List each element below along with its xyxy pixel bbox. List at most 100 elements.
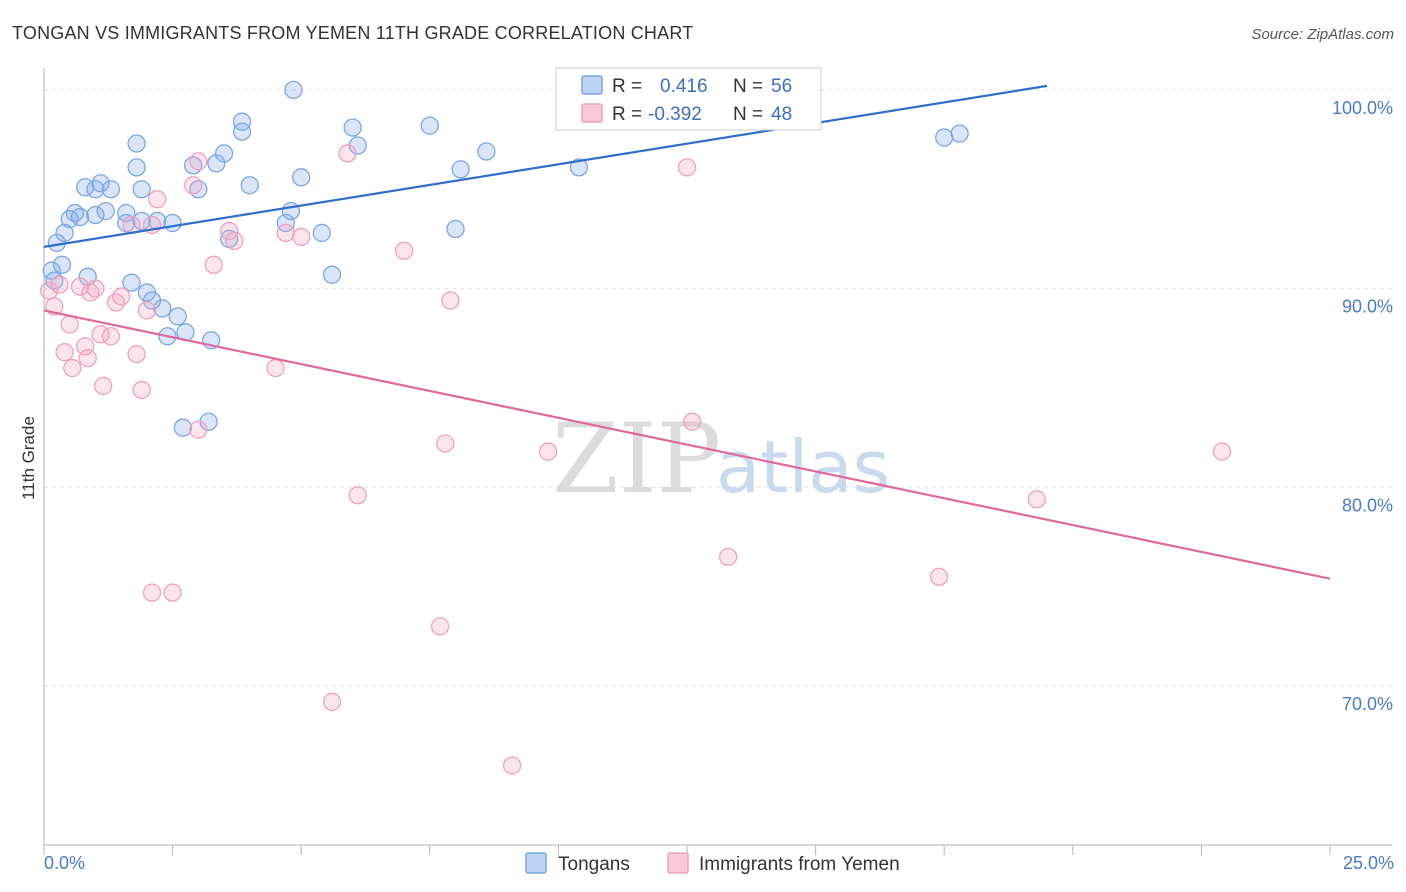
yemen-point <box>94 376 113 396</box>
yemen-point <box>322 692 342 712</box>
series-legend: Tongans Immigrants from Yemen <box>525 852 900 875</box>
yemen-point <box>63 358 82 378</box>
tongans-point <box>173 418 193 437</box>
tongans-point <box>950 124 969 143</box>
yemen-r-value: -0.392 <box>648 104 702 125</box>
y-tick-labels: 70.0% 80.0% 90.0% 100.0% <box>1332 98 1393 714</box>
yemen-point <box>436 434 455 453</box>
yemen-point <box>189 420 208 439</box>
yemen-point <box>132 380 151 400</box>
yemen-point <box>142 583 162 602</box>
tongans-point <box>96 201 115 221</box>
tongans-point <box>132 180 151 199</box>
tongans-point <box>122 273 141 292</box>
yemen-point <box>60 315 79 334</box>
tongans-point <box>132 211 151 231</box>
tongans-point <box>127 134 146 153</box>
yemen-point <box>502 756 522 775</box>
tongans-point <box>569 158 589 177</box>
tongans-point <box>86 205 105 225</box>
watermark: ZIP atlas <box>552 403 890 515</box>
tongans-point <box>420 116 439 135</box>
yemen-point <box>441 291 460 310</box>
x-tick-label-min: 0.0% <box>44 853 85 873</box>
yemen-point <box>86 279 105 298</box>
yemen-point <box>929 567 949 586</box>
legend-tongans-label: Tongans <box>558 854 630 875</box>
y-axis-label: 11th Grade <box>19 416 38 500</box>
legend-yemen-label: Immigrants from Yemen <box>699 854 900 875</box>
yemen-n-value: 48 <box>771 104 792 125</box>
tongans-point <box>284 80 303 100</box>
yemen-n-label: N = <box>733 104 763 125</box>
yemen-point <box>292 227 311 247</box>
yemen-point <box>266 358 285 378</box>
yemen-point <box>538 442 558 461</box>
yemen-point <box>677 158 697 177</box>
trend-lines <box>43 84 1331 580</box>
y-tick-label: 70.0% <box>1342 694 1393 714</box>
tongans-point <box>153 299 172 318</box>
tongans-r-value: 0.416 <box>660 76 708 97</box>
yemen-point <box>137 301 157 320</box>
tongans-point <box>168 307 187 326</box>
yemen-point <box>163 583 182 602</box>
tongans-point <box>55 223 74 243</box>
legend-tongans-swatch-icon <box>525 852 547 874</box>
tongans-point <box>322 265 342 284</box>
yemen-trend-line <box>43 309 1331 580</box>
yemen-point <box>1212 442 1232 461</box>
yemen-point <box>76 337 95 356</box>
tongans-point <box>52 255 72 274</box>
yemen-point <box>101 327 121 346</box>
tongans-point <box>163 213 182 233</box>
chart-source: Source: ZipAtlas.com <box>1251 26 1394 43</box>
tongans-point <box>281 201 301 221</box>
y-tick-label: 100.0% <box>1332 98 1393 118</box>
yemen-point <box>348 486 367 505</box>
tongans-trend-line <box>43 84 1048 248</box>
tongans-point <box>477 142 496 161</box>
tongans-n-label: N = <box>733 76 763 97</box>
yemen-swatch-icon <box>581 103 603 123</box>
yemen-point <box>189 152 208 171</box>
yemen-point <box>70 277 90 296</box>
axes <box>43 68 1392 855</box>
tongans-point <box>91 174 110 193</box>
tongans-swatch-icon <box>581 75 603 95</box>
tongans-point <box>207 154 226 173</box>
yemen-point <box>338 144 357 163</box>
tongans-point <box>117 203 136 223</box>
yemen-point <box>204 255 223 274</box>
yemen-point <box>148 190 167 209</box>
series-tongans-points <box>42 80 969 437</box>
yemen-point <box>78 348 97 368</box>
tongans-point <box>451 160 470 179</box>
yemen-point <box>127 345 146 364</box>
tongans-point <box>276 213 295 233</box>
stats-legend: R = 0.416 N = 56 R = -0.392 N = 48 <box>555 67 822 131</box>
tongans-point <box>214 144 234 163</box>
yemen-point <box>1027 490 1046 509</box>
y-tick-label: 80.0% <box>1342 495 1393 515</box>
y-tick-label: 90.0% <box>1342 297 1393 317</box>
x-tick-label-max: 25.0% <box>1343 853 1394 873</box>
tongans-n-value: 56 <box>771 76 792 97</box>
tongans-point <box>312 223 331 243</box>
yemen-point <box>184 176 203 195</box>
tongans-point <box>101 180 121 199</box>
yemen-r-label: R = <box>612 104 642 125</box>
yemen-point <box>112 287 131 306</box>
tongans-r-label: R = <box>612 76 642 97</box>
yemen-point <box>430 617 450 636</box>
tongans-point <box>935 128 954 147</box>
series-yemen-points <box>39 144 1232 775</box>
tongans-point <box>446 219 465 239</box>
tongans-point <box>343 118 362 137</box>
yemen-point <box>682 412 702 431</box>
legend-yemen-swatch-icon <box>667 852 689 874</box>
tongans-point <box>292 168 311 187</box>
yemen-point <box>225 231 244 251</box>
yemen-point <box>276 223 295 243</box>
